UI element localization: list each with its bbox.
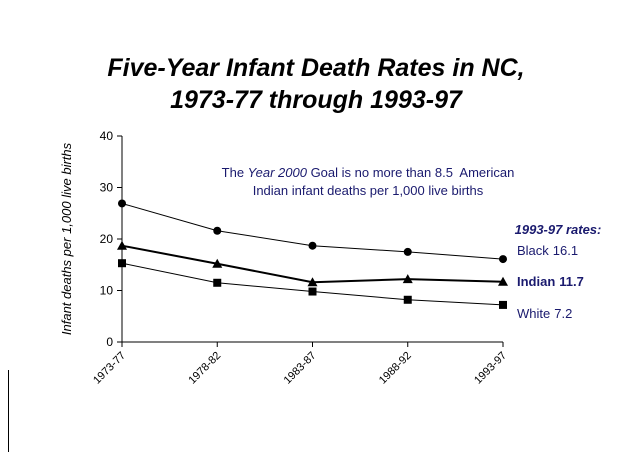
annotation-part: Indian infant deaths per 1,000 live birt…: [253, 183, 484, 198]
end-label: Black 16.1: [517, 243, 578, 258]
y-tick-label: 20: [100, 232, 114, 246]
annotation-part: The: [222, 165, 248, 180]
end-label-name: Indian: [517, 274, 555, 289]
end-labels-title: 1993-97 rates:: [515, 222, 602, 237]
x-tick-label: 1993-97: [472, 350, 509, 387]
annotation-part: Year 2000: [248, 165, 308, 180]
annotation-part: Goal is no more than 8.5 American: [307, 165, 514, 180]
point: [307, 277, 318, 287]
y-tick-label: 10: [100, 284, 114, 298]
end-label-value: 11.7: [559, 274, 584, 289]
y-tick-label: 30: [100, 181, 114, 195]
point: [403, 247, 412, 256]
series-line: [121, 202, 504, 260]
x-tick-label: 1973-77: [91, 350, 128, 387]
annotation: Indian infant deaths per 1,000 live birt…: [253, 183, 484, 198]
end-label: White 7.2: [517, 306, 572, 321]
point: [308, 241, 317, 250]
point: [499, 255, 507, 264]
x-tick-label: 1988-92: [377, 350, 414, 387]
point: [213, 278, 222, 287]
point: [498, 276, 508, 286]
point: [212, 258, 223, 268]
annotation: The Year 2000 Goal is no more than 8.5 A…: [222, 165, 515, 180]
point: [118, 199, 126, 208]
x-tick-label: 1983-87: [282, 350, 319, 387]
end-label-value: 7.2: [554, 306, 572, 321]
end-label-name: Black: [517, 243, 549, 258]
y-tick-label: 40: [100, 129, 114, 143]
point: [213, 226, 222, 235]
end-label-value: 16.1: [553, 243, 578, 258]
point: [117, 240, 127, 250]
series-line: [121, 244, 504, 284]
y-tick-label: 0: [106, 335, 113, 349]
end-label: Indian 11.7: [517, 274, 584, 289]
point: [499, 300, 507, 309]
point: [403, 295, 412, 304]
chart-title: Five-Year Infant Death Rates in NC,: [107, 54, 524, 82]
point: [118, 259, 126, 268]
y-axis-label: Infant deaths per 1,000 live births: [59, 142, 74, 335]
point: [402, 274, 413, 284]
end-label-name: White: [517, 306, 550, 321]
chart-title: 1973-77 through 1993-97: [170, 86, 463, 114]
point: [308, 287, 317, 296]
x-tick-label: 1978-82: [186, 350, 223, 387]
